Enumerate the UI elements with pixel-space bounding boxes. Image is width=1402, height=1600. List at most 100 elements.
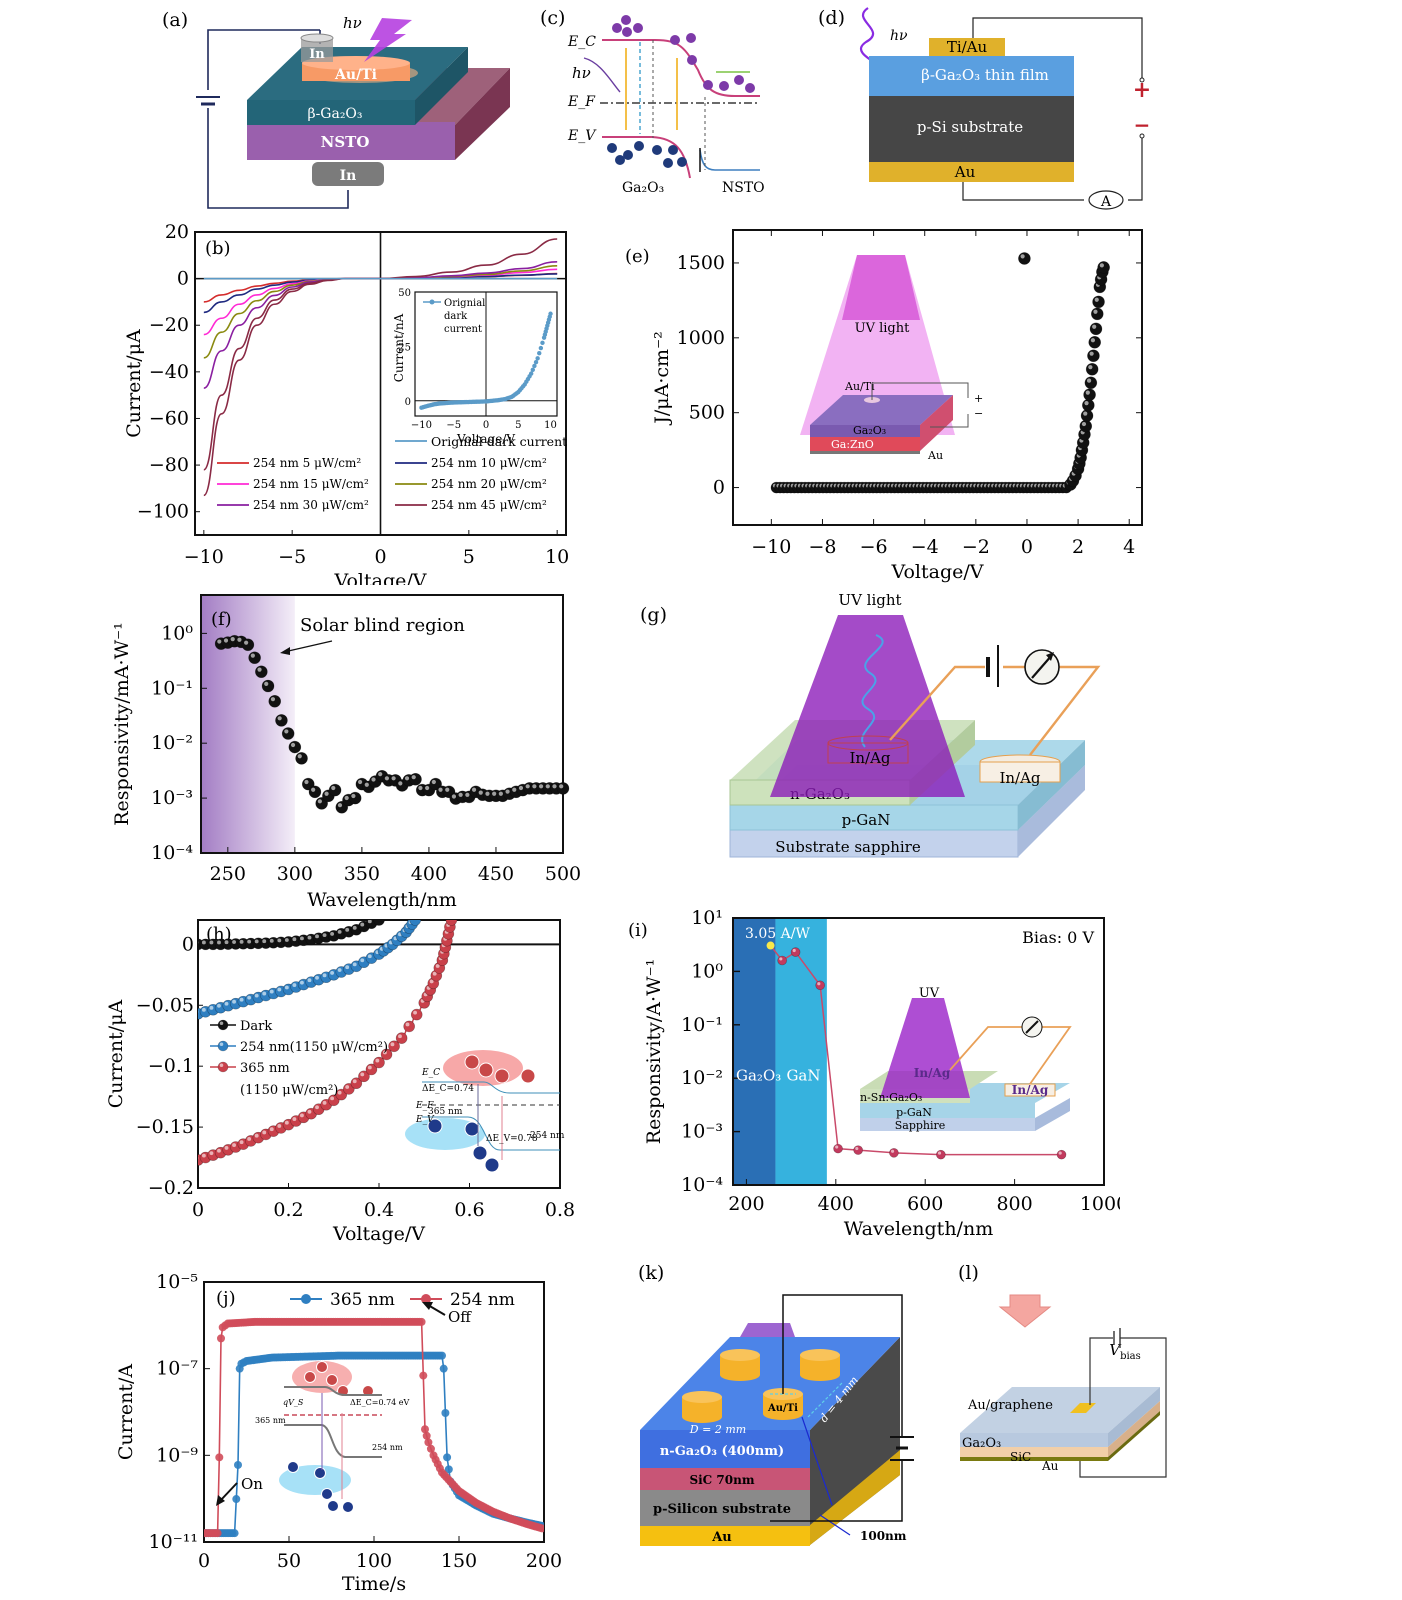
data-point bbox=[215, 1453, 224, 1462]
peak-star-point bbox=[766, 941, 775, 950]
point-highlight bbox=[230, 637, 235, 642]
bias-label: Bias: 0 V bbox=[1022, 928, 1094, 947]
point-highlight bbox=[307, 1109, 312, 1114]
point-highlight bbox=[1058, 1151, 1062, 1155]
y-tick-label: −0.05 bbox=[136, 994, 194, 1016]
x-tick-label: 600 bbox=[907, 1193, 943, 1215]
point-highlight bbox=[307, 935, 312, 940]
panel-l-label: (l) bbox=[958, 1262, 979, 1284]
point-highlight bbox=[404, 776, 410, 781]
point-highlight bbox=[465, 792, 470, 797]
point-highlight bbox=[257, 667, 262, 672]
legend-label: 254 nm(1150 μW/cm²) bbox=[240, 1040, 388, 1055]
circuit-wire bbox=[207, 29, 349, 209]
ec-label: E_C bbox=[567, 34, 596, 50]
uv-light-cone bbox=[770, 615, 965, 797]
point-highlight bbox=[855, 1146, 859, 1151]
conduction-band bbox=[602, 39, 760, 97]
data-point bbox=[417, 1317, 426, 1326]
data-point bbox=[815, 980, 825, 991]
vbias-subscript: bias bbox=[1120, 1351, 1141, 1362]
panel-k-device-diagram: (k) n-Ga₂O₃ (400nm) SiC 70nm p-Silicon s… bbox=[638, 1262, 914, 1546]
holes bbox=[607, 141, 687, 168]
point-highlight bbox=[492, 791, 497, 796]
psi-substrate-layer bbox=[869, 96, 1074, 162]
x-tick-label: 0 bbox=[192, 1199, 204, 1221]
point-highlight bbox=[224, 940, 229, 945]
hv-label: hν bbox=[572, 64, 591, 82]
nsto-label: NSTO bbox=[321, 133, 370, 151]
data-point bbox=[1085, 362, 1099, 376]
point-highlight bbox=[198, 1010, 199, 1013]
point-highlight bbox=[284, 1120, 289, 1125]
psi-substrate-label: p-Si substrate bbox=[917, 118, 1023, 136]
point-highlight bbox=[1081, 421, 1087, 427]
legend-label: 365 nm bbox=[240, 1061, 290, 1076]
point-highlight bbox=[378, 772, 383, 777]
panel-label: (i) bbox=[628, 920, 648, 941]
point-highlight bbox=[232, 1143, 236, 1147]
data-point bbox=[1082, 398, 1095, 412]
point-highlight bbox=[458, 792, 463, 797]
inset-legend-label: dark bbox=[444, 311, 468, 322]
point-highlight bbox=[297, 754, 302, 759]
point-highlight bbox=[315, 975, 319, 980]
point-highlight bbox=[277, 938, 282, 943]
ga2o3-label: Ga₂O₃ bbox=[853, 424, 886, 437]
point-highlight bbox=[217, 940, 221, 945]
point-highlight bbox=[367, 1065, 372, 1070]
point-highlight bbox=[209, 940, 214, 945]
data-point bbox=[241, 638, 255, 652]
point-highlight bbox=[1088, 365, 1093, 370]
au-layer bbox=[810, 451, 920, 454]
data-point bbox=[348, 791, 362, 805]
y-tick-label: 10⁻⁹ bbox=[156, 1444, 198, 1466]
point-highlight bbox=[337, 803, 343, 808]
point-highlight bbox=[250, 653, 255, 658]
hole bbox=[327, 1500, 339, 1512]
point-highlight bbox=[512, 787, 517, 792]
y-tick-label: 1000 bbox=[677, 327, 725, 349]
electron bbox=[478, 1062, 494, 1078]
data-point bbox=[438, 1351, 446, 1360]
x-tick-label: −10 bbox=[184, 546, 224, 568]
x-tick-label: 200 bbox=[728, 1193, 764, 1215]
point-highlight bbox=[545, 784, 550, 789]
inset-data-point bbox=[535, 356, 540, 361]
bottom-in-contact bbox=[312, 162, 384, 186]
point-highlight bbox=[322, 1100, 327, 1105]
in-ag-label-1: In/Ag bbox=[849, 749, 890, 767]
sic-label: SiC bbox=[1010, 1450, 1031, 1464]
lightning-icon bbox=[364, 18, 412, 62]
qvs-label: qV_S bbox=[283, 1398, 304, 1407]
legend-marker bbox=[217, 1040, 229, 1052]
annotation-on: On bbox=[241, 1475, 263, 1493]
point-highlight bbox=[270, 697, 276, 702]
point-highlight bbox=[435, 964, 440, 968]
point-highlight bbox=[201, 1007, 206, 1012]
data-point bbox=[268, 694, 282, 708]
x-tick-label: 4 bbox=[1123, 536, 1135, 558]
y-axis-label: Current/A bbox=[115, 1364, 137, 1460]
point-highlight bbox=[330, 931, 335, 936]
point-highlight bbox=[1099, 263, 1104, 268]
point-highlight bbox=[300, 936, 304, 941]
data-point bbox=[213, 1529, 222, 1538]
p-silicon-layer bbox=[640, 1490, 810, 1526]
inset-data-point bbox=[540, 340, 545, 346]
inset-x-tick-label: −10 bbox=[411, 420, 432, 431]
data-point bbox=[422, 1431, 431, 1440]
plot-frame bbox=[732, 917, 1105, 1186]
point-highlight bbox=[217, 1148, 221, 1153]
point-highlight bbox=[277, 716, 282, 721]
x-axis-label: Voltage/V bbox=[891, 561, 984, 583]
wavelength-254-label: 254 nm bbox=[530, 1131, 565, 1141]
ga2o3-top bbox=[810, 395, 953, 425]
electron bbox=[464, 1054, 480, 1070]
data-point bbox=[410, 1008, 423, 1021]
y-axis-label: Current/μA bbox=[123, 329, 145, 438]
sic-layer bbox=[960, 1447, 1108, 1457]
data-point bbox=[395, 1032, 408, 1044]
data-point bbox=[426, 1444, 435, 1453]
